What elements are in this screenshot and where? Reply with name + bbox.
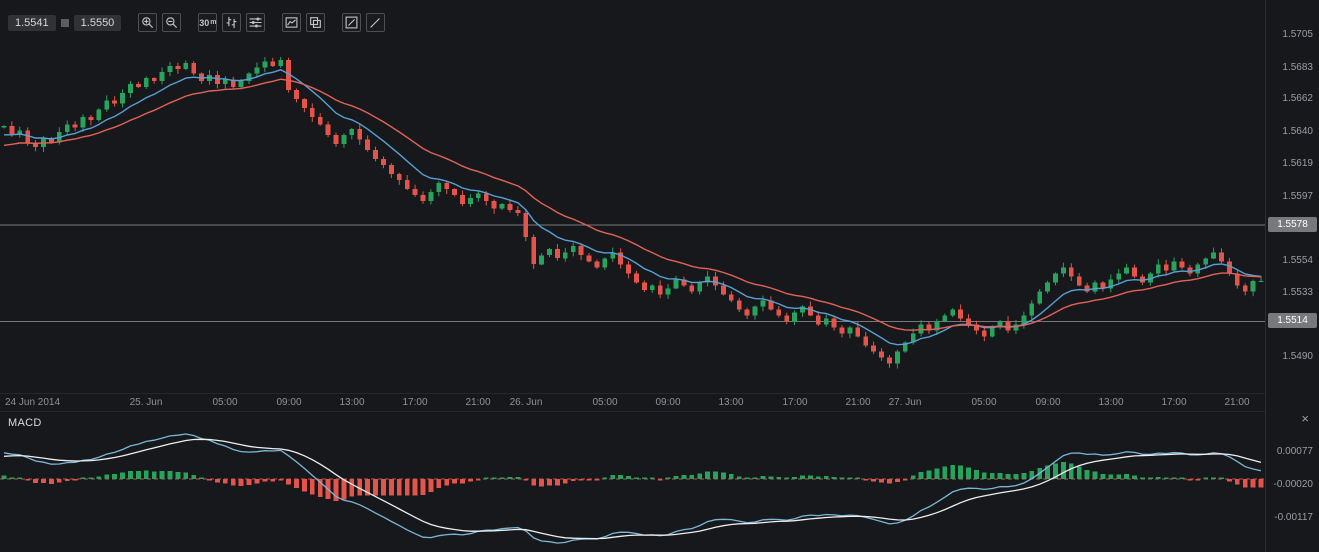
macd-indicator-chart[interactable] xyxy=(0,412,1265,552)
ask-price[interactable]: 1.5550 xyxy=(73,14,122,31)
annotate-button[interactable] xyxy=(366,13,386,32)
pen-icon xyxy=(370,18,381,28)
macd-axis-tick: -0.00020 xyxy=(1273,479,1313,490)
time-tick: 13:00 xyxy=(339,397,365,408)
macd-panel[interactable]: MACD xyxy=(0,411,1265,552)
timeframe-unit: m xyxy=(210,19,217,26)
time-tick: 24 Jun 2014 xyxy=(5,397,61,408)
timeframe-button[interactable]: 30 m xyxy=(198,13,218,32)
time-tick: 13:00 xyxy=(718,397,744,408)
chart-type-button[interactable] xyxy=(222,13,242,32)
price-tick: 1.5619 xyxy=(1282,158,1313,169)
zoom-out-button[interactable] xyxy=(162,13,182,32)
price-tick: 1.5683 xyxy=(1282,62,1313,73)
zoom-in-icon xyxy=(142,17,154,28)
draw-button[interactable] xyxy=(342,13,362,32)
price-tick: 1.5533 xyxy=(1282,287,1313,298)
macd-close-button[interactable]: × xyxy=(1301,411,1309,426)
time-tick: 21:00 xyxy=(465,397,491,408)
time-tick: 25. Jun xyxy=(129,397,163,408)
price-tick: 1.5490 xyxy=(1282,351,1313,362)
line-chart-icon xyxy=(285,17,298,28)
price-level-badge[interactable]: 1.5578 xyxy=(1268,217,1317,232)
price-tick: 1.5554 xyxy=(1282,255,1313,266)
time-tick: 17:00 xyxy=(782,397,808,408)
zoom-out-icon xyxy=(166,17,178,28)
time-tick: 17:00 xyxy=(402,397,428,408)
time-tick: 13:00 xyxy=(1098,397,1124,408)
copy-icon xyxy=(310,17,322,28)
chart-settings-button[interactable] xyxy=(282,13,302,32)
duplicate-chart-button[interactable] xyxy=(306,13,326,32)
price-tick: 1.5597 xyxy=(1282,191,1313,202)
price-tick: 1.5705 xyxy=(1282,29,1313,40)
price-tick: 1.5640 xyxy=(1282,126,1313,137)
time-tick: 09:00 xyxy=(1035,397,1061,408)
time-tick: 09:00 xyxy=(276,397,302,408)
time-axis[interactable]: 24 Jun 2014 25. Jun 05:00 09:00 13:00 17:00 21… xyxy=(0,393,1265,411)
time-tick: 21:00 xyxy=(845,397,871,408)
price-level-badge[interactable]: 1.5514 xyxy=(1268,313,1317,328)
macd-axis-tick: 0.00077 xyxy=(1276,446,1313,457)
time-tick: 09:00 xyxy=(655,397,681,408)
spread-indicator xyxy=(60,18,69,27)
macd-axis-tick: -0.00117 xyxy=(1274,512,1313,523)
price-tick: 1.5662 xyxy=(1282,93,1313,104)
pencil-square-icon xyxy=(345,16,358,29)
price-scale-axis[interactable]: × 1.5705 1.5683 1.5662 1.5640 1.5619 1.5597 1.… xyxy=(1265,0,1319,552)
indicators-button[interactable] xyxy=(246,13,266,32)
candlestick-chart[interactable] xyxy=(0,0,1265,393)
time-tick: 05:00 xyxy=(592,397,618,408)
bid-price[interactable]: 1.5541 xyxy=(8,14,56,31)
ohlc-bars-icon xyxy=(226,16,237,29)
timeframe-value: 30 xyxy=(199,17,210,28)
chart-overlay-toolbar: 1.5541 1.5550 30 m xyxy=(8,13,386,32)
time-tick: 26. Jun xyxy=(509,397,543,408)
macd-indicator-label: MACD xyxy=(8,417,42,429)
zoom-in-button[interactable] xyxy=(138,13,158,32)
time-tick: 05:00 xyxy=(212,397,238,408)
time-tick: 05:00 xyxy=(971,397,997,408)
time-tick: 21:00 xyxy=(1224,397,1250,408)
time-tick: 17:00 xyxy=(1161,397,1187,408)
time-tick: 27. Jun xyxy=(888,397,922,408)
sliders-icon xyxy=(249,17,262,28)
